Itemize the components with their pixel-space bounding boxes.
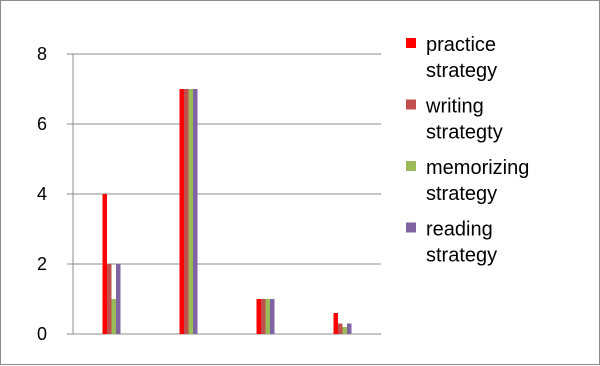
y-tick-label: 4: [37, 184, 47, 204]
bar-3-cat-3: [265, 299, 270, 334]
axes: [67, 53, 381, 335]
legend: practice strategy writing strategty memorizi…: [406, 34, 529, 267]
legend-swatch-1: [406, 38, 416, 48]
legend-label-2: writing strategty: [425, 96, 503, 144]
bars: [102, 89, 352, 334]
y-tick-label: 2: [37, 254, 47, 274]
y-tick-label: 0: [37, 324, 47, 344]
bar-2-cat-3: [261, 299, 266, 334]
legend-label-3: memorizing strategy: [426, 157, 529, 205]
legend-swatch-2: [406, 99, 416, 110]
y-tick-label: 6: [37, 114, 47, 134]
legend-label-1: practice strategy: [426, 34, 497, 82]
bar-2-cat-2: [184, 89, 189, 334]
bar-2-cat-1: [107, 264, 112, 334]
bar-4-cat-4: [347, 323, 352, 334]
bar-3-cat-1: [111, 299, 116, 334]
bar-2-cat-4: [338, 323, 343, 334]
bar-4-cat-2: [193, 89, 198, 334]
gridlines: [73, 53, 381, 265]
bar-4-cat-3: [270, 299, 275, 334]
y-tick-label: 8: [37, 44, 47, 64]
bar-1-cat-1: [102, 194, 107, 334]
legend-label-4: reading strategy: [426, 219, 497, 267]
bar-1-cat-3: [256, 299, 261, 334]
y-tick-labels: 0 2 4 6 8: [37, 44, 47, 344]
legend-swatch-4: [406, 222, 416, 233]
bar-3-cat-4: [342, 327, 347, 334]
bar-4-cat-1: [116, 264, 121, 334]
legend-swatch-3: [406, 161, 416, 171]
bar-3-cat-2: [188, 89, 193, 334]
bar-1-cat-4: [333, 313, 338, 334]
bar-1-cat-2: [179, 89, 184, 334]
